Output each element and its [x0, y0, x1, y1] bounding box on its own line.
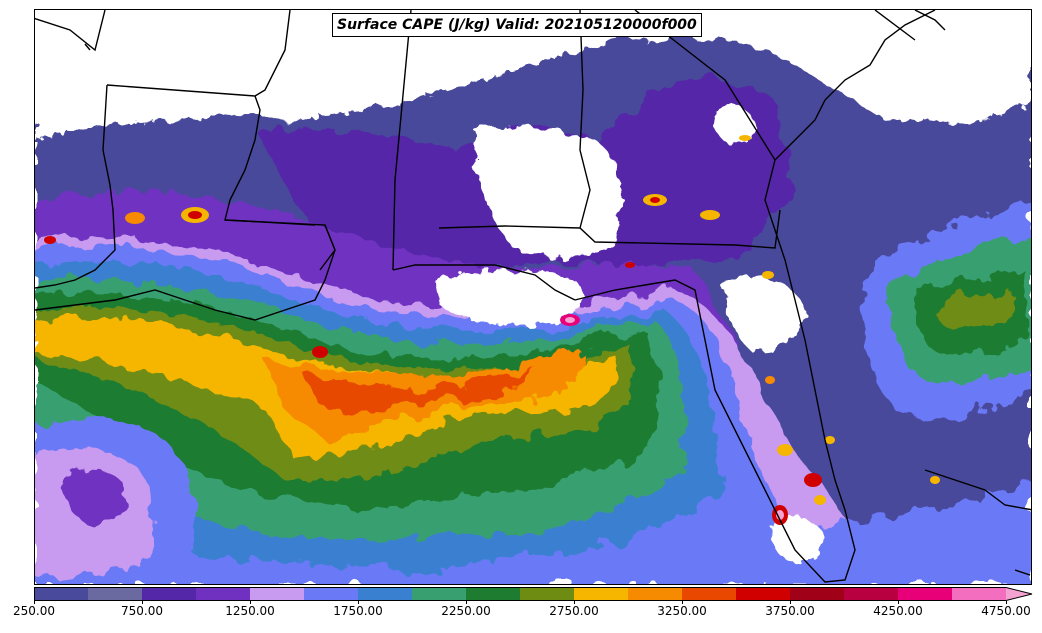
colorbar-tick — [142, 601, 143, 604]
coast-louisiana — [234, 224, 336, 321]
state-border-florida-georgia — [734, 209, 781, 249]
coast-florida — [574, 159, 856, 583]
coast-georgia-carolinas — [774, 10, 936, 161]
colorbar-tick — [1006, 601, 1007, 604]
colorbar-tick — [682, 601, 683, 604]
colorbar-bin — [736, 587, 791, 601]
colorbar-tick-label: 750.00 — [121, 604, 163, 618]
colorbar-bin — [628, 587, 683, 601]
cape-convective-cells — [44, 135, 940, 525]
colorbar-bin — [952, 587, 1007, 601]
coast-bahamas — [924, 469, 1031, 511]
state-border-south-carolina — [874, 10, 916, 41]
colorbar-outline — [34, 587, 1033, 601]
colorbar-bin — [142, 587, 197, 601]
colorbar-bin — [34, 587, 89, 601]
cape-below-threshold — [35, 10, 1031, 561]
state-border-louisiana-texas — [35, 84, 116, 289]
colorbar-tick — [34, 601, 35, 604]
colorbar-bin — [412, 587, 467, 601]
colorbar-tick-label: 4250.00 — [873, 604, 923, 618]
state-border-arkansas-louisiana — [106, 84, 256, 97]
colorbar-tick-label: 2750.00 — [549, 604, 599, 618]
colorbar-bin — [574, 587, 629, 601]
colorbar-bin — [358, 587, 413, 601]
cape-fill-gulf — [35, 235, 1031, 584]
state-border-arkansas-oklahoma — [35, 10, 106, 52]
state-border-alabama-georgia — [579, 10, 591, 229]
colorbar-bin — [520, 587, 575, 601]
state-border-louisiana-mississippi — [224, 219, 316, 226]
colorbar-extend-arrow — [1006, 587, 1032, 601]
colorbar-bin — [250, 587, 305, 601]
colorbar-bin — [844, 587, 899, 601]
colorbar-tick-label: 1250.00 — [225, 604, 275, 618]
colorbar-bin — [88, 587, 143, 601]
cape-fill-atlantic — [864, 200, 1031, 419]
colorbar-tick — [250, 601, 251, 604]
colorbar-tick-label: 250.00 — [13, 604, 55, 618]
colorbar-tick-label: 3250.00 — [657, 604, 707, 618]
colorbar-bin — [682, 587, 737, 601]
colorbar-tick-label: 2250.00 — [441, 604, 491, 618]
colorbar-bin — [304, 587, 359, 601]
colorbar-bin — [196, 587, 251, 601]
map-title: Surface CAPE (J/kg) Valid: 202105120000f… — [332, 13, 702, 37]
colorbar-tick-label: 4750.00 — [981, 604, 1031, 618]
coast-gulf-alabama — [392, 264, 576, 301]
cape-map — [34, 9, 1032, 585]
colorbar-tick-label: 1750.00 — [333, 604, 383, 618]
colorbar-tick-label: 3750.00 — [765, 604, 815, 618]
cape-contour-plot — [35, 10, 1031, 584]
colorbar-tick — [898, 601, 899, 604]
colorbar-tick — [790, 601, 791, 604]
colorbar-bin — [898, 587, 953, 601]
colorbar-tick — [358, 601, 359, 604]
colorbar-bin — [466, 587, 521, 601]
colorbar-tick — [574, 601, 575, 604]
state-border-mississippi-alabama — [392, 10, 412, 271]
colorbar-bin — [790, 587, 845, 601]
map-boundaries — [35, 10, 1031, 583]
colorbar — [34, 587, 1033, 601]
colorbar-tick — [466, 601, 467, 604]
cape-fill-southwest — [35, 417, 196, 584]
